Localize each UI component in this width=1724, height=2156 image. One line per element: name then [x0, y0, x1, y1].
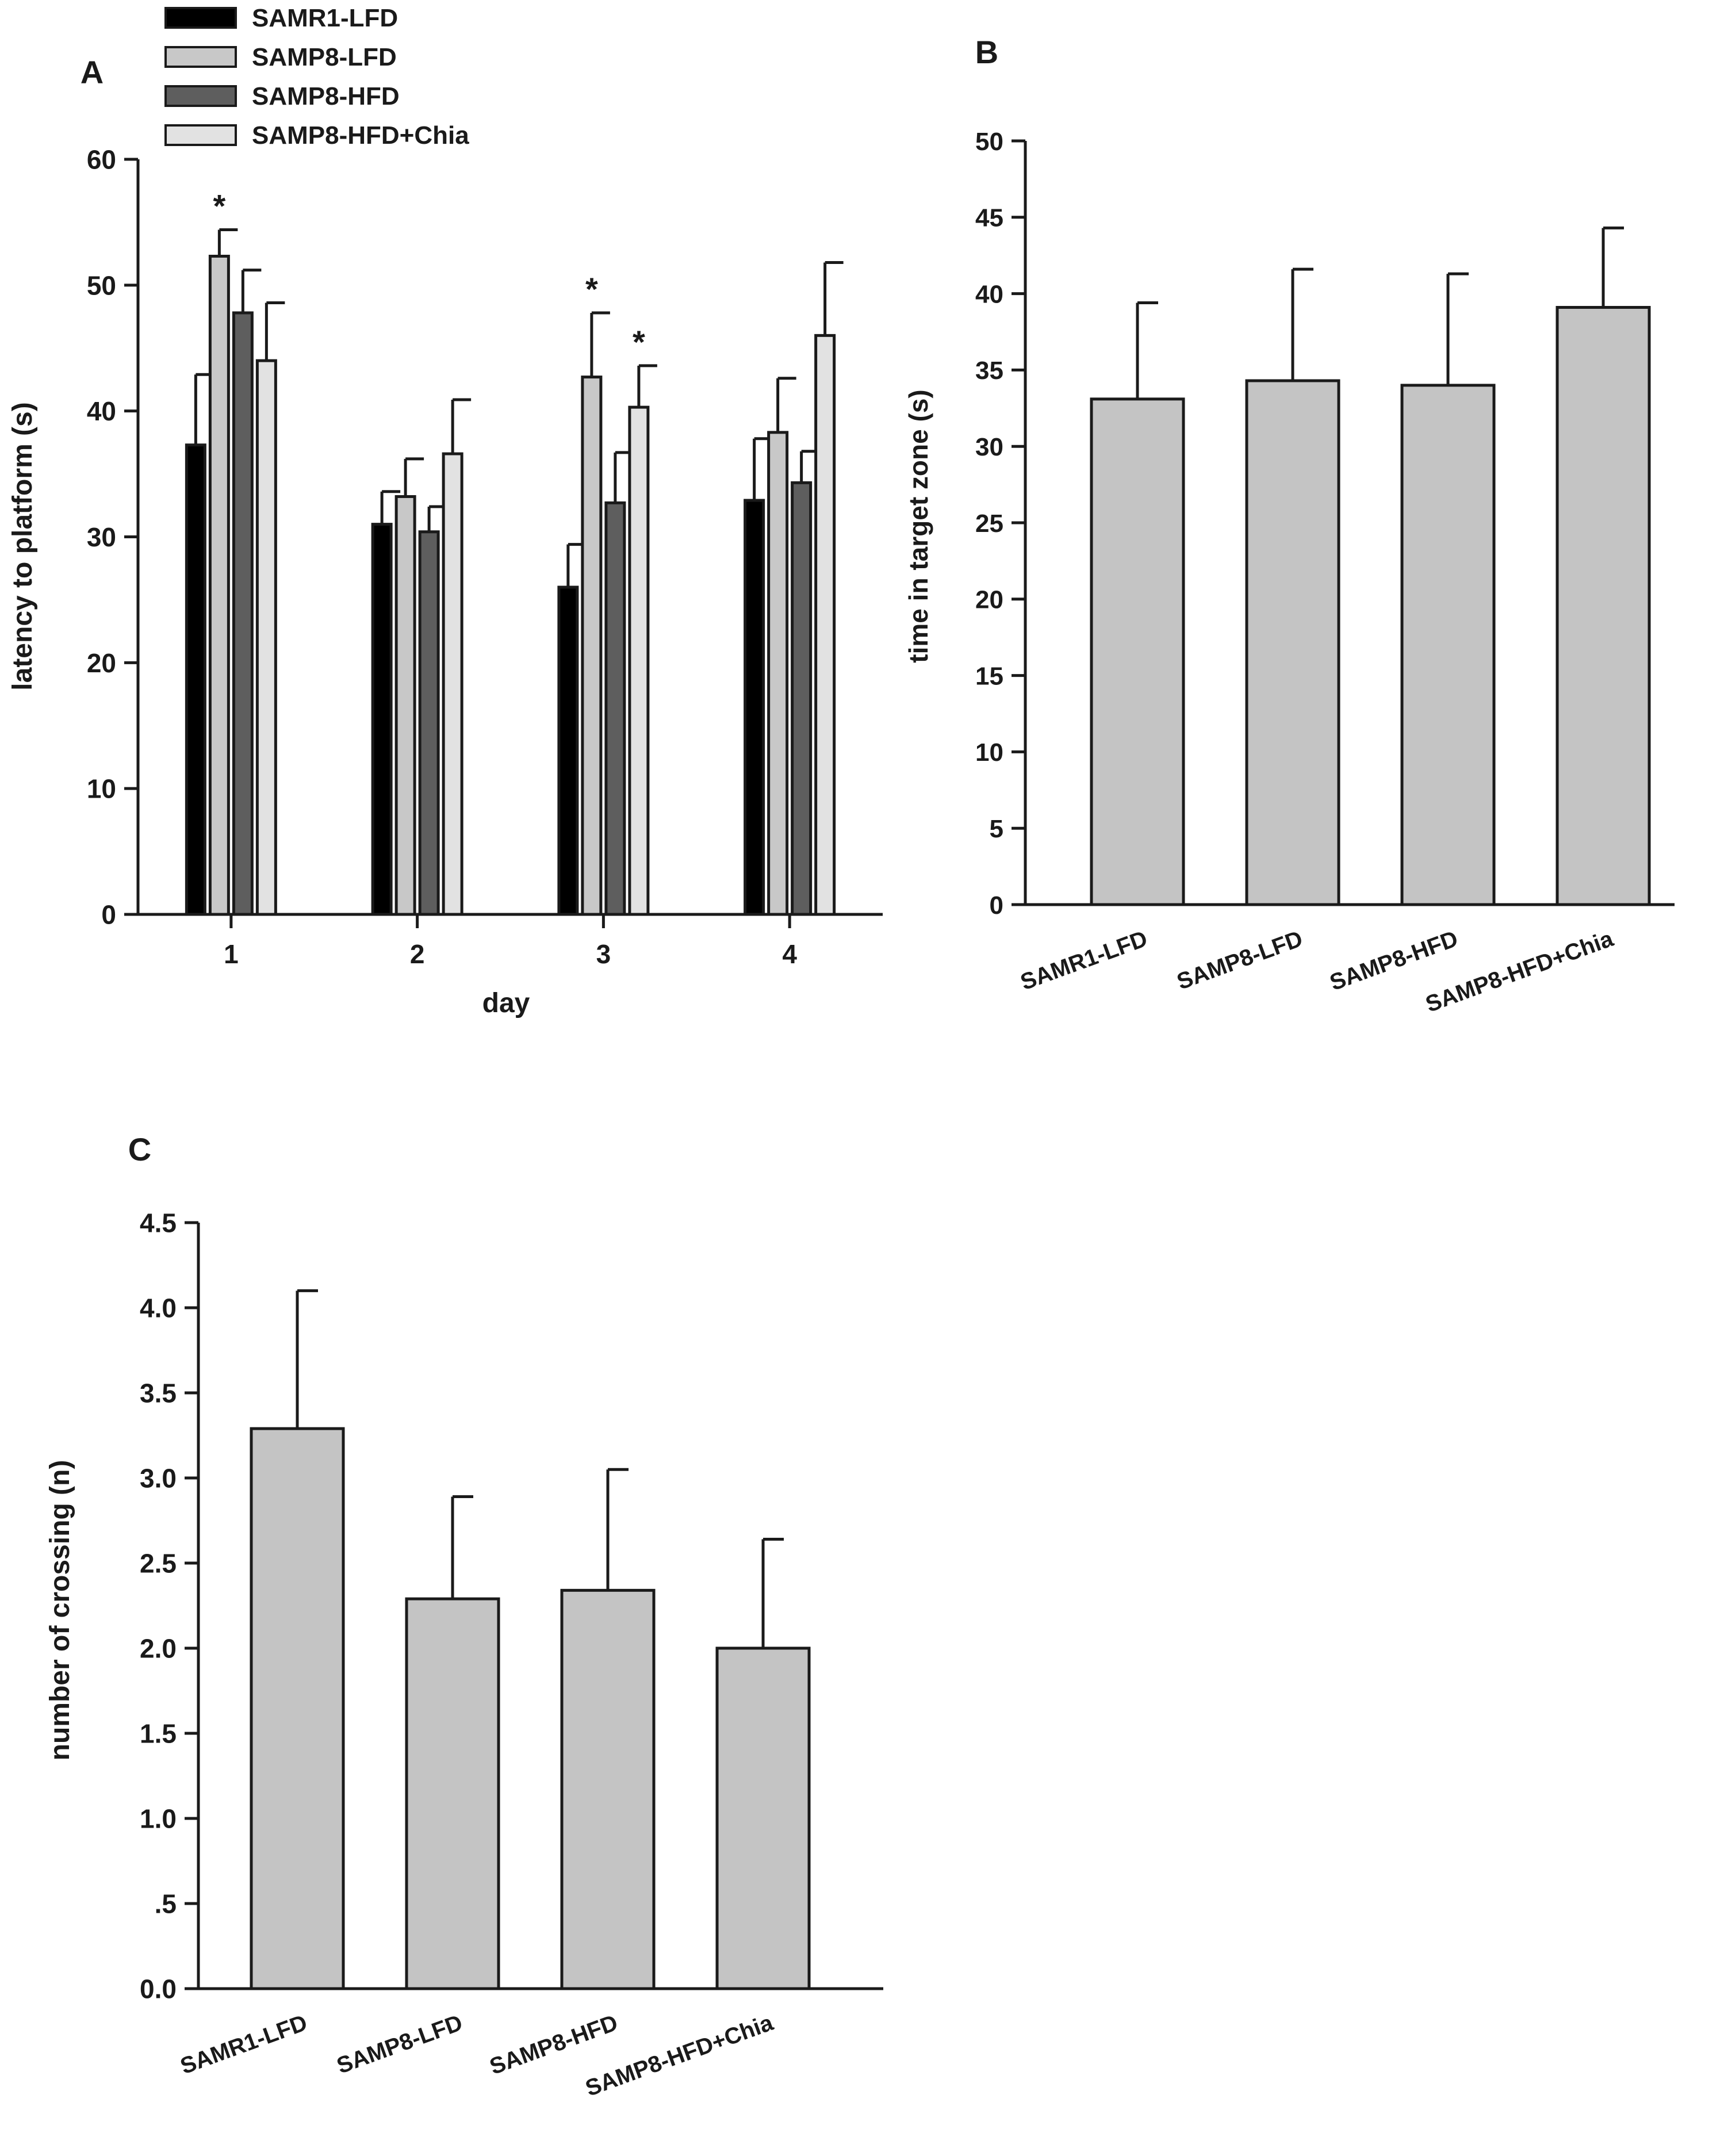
legend-swatch — [164, 46, 237, 68]
legend-label: SAMP8-HFD+Chia — [252, 121, 469, 150]
y-tick-label: 50 — [975, 128, 1003, 156]
bar — [581, 376, 603, 916]
y-tick-label: 3.5 — [140, 1378, 177, 1408]
panel-c-y-axis-label: number of crossing (n) — [45, 1460, 75, 1761]
bar — [442, 452, 463, 916]
significance-marker: * — [633, 324, 645, 360]
panel-b-label: B — [975, 34, 998, 70]
x-tick-label: 2 — [410, 939, 425, 969]
bar — [250, 1427, 345, 1990]
bar — [394, 495, 416, 916]
x-tick-label: 1 — [224, 939, 239, 969]
panel-a-legend: SAMR1-LFD SAMP8-LFD SAMP8-HFD SAMP8-HFD+Chi… — [164, 4, 469, 150]
y-tick-label: 60 — [87, 145, 116, 175]
bar — [1556, 306, 1651, 906]
y-tick-label: 4.0 — [140, 1293, 177, 1323]
legend-swatch — [164, 85, 237, 107]
y-tick-label: 10 — [975, 738, 1003, 767]
significance-marker: * — [585, 271, 598, 307]
y-tick-label: 45 — [975, 204, 1003, 232]
y-tick-label: 2.0 — [140, 1634, 177, 1664]
bar — [1245, 379, 1340, 906]
y-tick-label: 20 — [87, 648, 116, 678]
bar — [418, 530, 440, 916]
panel-c-label: C — [128, 1131, 151, 1167]
y-tick-label: 1.5 — [140, 1719, 177, 1749]
y-tick-label: 30 — [975, 433, 1003, 461]
bar — [1090, 397, 1185, 906]
y-tick-label: 5 — [990, 815, 1003, 843]
y-tick-label: .5 — [155, 1889, 177, 1919]
legend-label: SAMP8-HFD — [252, 82, 400, 110]
y-tick-label: 20 — [975, 586, 1003, 614]
legend-label: SAMR1-LFD — [252, 4, 398, 32]
y-tick-label: 3.0 — [140, 1464, 177, 1494]
y-tick-label: 2.5 — [140, 1549, 177, 1579]
y-tick-label: 40 — [87, 396, 116, 426]
bar — [255, 359, 277, 916]
y-tick-label: 0 — [101, 900, 116, 930]
y-tick-label: 35 — [975, 357, 1003, 385]
bar — [791, 481, 813, 916]
panel-a-latency-chart: A SAMR1-LFD SAMP8-LFD SAMP8-HFD SAMP8-HFD+C… — [7, 4, 883, 1018]
y-tick-label: 30 — [87, 522, 116, 552]
legend-label: SAMP8-LFD — [252, 43, 397, 71]
panel-a-plot: 0 10 20 30 40 50 60 1 * 2 3 * * 4 — [87, 145, 883, 969]
bar — [1400, 384, 1496, 906]
significance-marker: * — [213, 188, 225, 224]
y-tick-label: 4.5 — [140, 1208, 177, 1238]
y-tick-label: 0.0 — [140, 1974, 177, 2004]
y-tick-label: 15 — [975, 662, 1003, 690]
x-tick-label: 4 — [782, 939, 797, 969]
legend-swatch — [164, 124, 237, 146]
bar — [814, 334, 836, 916]
bar — [185, 443, 206, 916]
panel-a-y-axis-label: latency to platform (s) — [7, 402, 38, 690]
x-tick-label: 3 — [596, 939, 611, 969]
bar — [744, 499, 765, 916]
y-tick-label: 1.0 — [140, 1804, 177, 1834]
bar — [208, 255, 230, 916]
panel-b-y-axis-label: time in target zone (s) — [903, 389, 933, 662]
legend-swatch — [164, 7, 237, 29]
y-tick-label: 0 — [990, 891, 1003, 920]
y-tick-label: 25 — [975, 510, 1003, 538]
bar — [604, 501, 626, 916]
y-tick-label: 40 — [975, 280, 1003, 308]
bar — [371, 523, 393, 916]
bar — [557, 585, 579, 916]
panel-a-label: A — [81, 54, 104, 90]
bar — [560, 1588, 656, 1990]
y-tick-label: 10 — [87, 774, 116, 804]
panel-a-x-axis-label: day — [482, 988, 530, 1018]
bar — [628, 405, 650, 916]
y-tick-label: 50 — [87, 270, 116, 300]
bar — [715, 1646, 811, 1990]
bar — [405, 1597, 500, 1990]
bar — [232, 311, 254, 916]
bar — [767, 431, 789, 916]
